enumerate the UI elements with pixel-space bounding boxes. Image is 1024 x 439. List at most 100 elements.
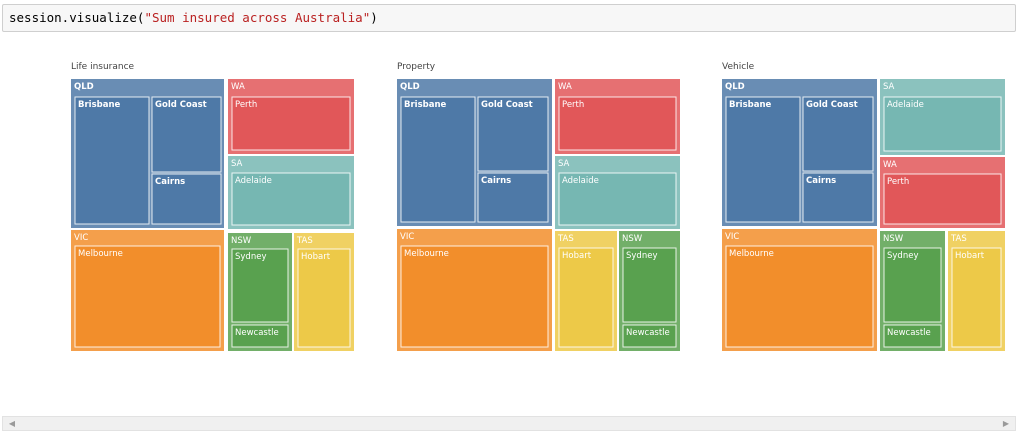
city-cairns[interactable]: Cairns — [151, 173, 222, 225]
code-string-literal: "Sum insured across Australia" — [144, 10, 371, 25]
state-nsw[interactable]: NSW Sydney Newcastle — [228, 233, 292, 351]
city-brisbane[interactable]: Brisbane — [725, 96, 801, 223]
state-label: WA — [558, 82, 572, 92]
city-rect[interactable] — [477, 96, 549, 172]
city-sydney[interactable]: Sydney — [231, 248, 289, 323]
state-vic[interactable]: VIC Melbourne — [722, 229, 877, 351]
city-label: Hobart — [301, 252, 331, 262]
city-rect[interactable] — [558, 247, 614, 348]
state-label: TAS — [950, 234, 967, 244]
state-qld[interactable]: QLD Brisbane Gold Coast Cairns — [71, 79, 224, 228]
city-hobart[interactable]: Hobart — [558, 247, 614, 348]
city-rect[interactable] — [231, 172, 351, 226]
city-rect[interactable] — [883, 173, 1002, 225]
state-qld[interactable]: QLD Brisbane Gold Coast Cairns — [397, 79, 552, 226]
city-rect[interactable] — [802, 172, 874, 223]
city-rect[interactable] — [558, 96, 677, 151]
state-nsw[interactable]: NSW Sydney Newcastle — [619, 231, 680, 351]
city-rect[interactable] — [951, 247, 1002, 348]
chart-title: Life insurance — [71, 62, 135, 72]
state-vic[interactable]: VIC Melbourne — [71, 230, 224, 351]
city-perth[interactable]: Perth — [883, 173, 1002, 225]
city-rect[interactable] — [400, 96, 476, 223]
city-label: Newcastle — [626, 328, 670, 338]
state-label: WA — [883, 160, 897, 170]
city-melbourne[interactable]: Melbourne — [400, 245, 549, 348]
city-rect[interactable] — [231, 96, 351, 151]
state-wa[interactable]: WA Perth — [555, 79, 680, 154]
city-label: Perth — [562, 100, 584, 110]
city-rect[interactable] — [622, 324, 677, 348]
city-label: Sydney — [235, 252, 266, 262]
city-brisbane[interactable]: Brisbane — [400, 96, 476, 223]
city-label: Gold Coast — [806, 100, 858, 110]
city-rect[interactable] — [883, 247, 942, 323]
city-rect[interactable] — [74, 245, 221, 348]
city-melbourne[interactable]: Melbourne — [74, 245, 221, 348]
city-rect[interactable] — [231, 324, 289, 348]
state-vic[interactable]: VIC Melbourne — [397, 229, 552, 351]
city-newcastle[interactable]: Newcastle — [883, 324, 942, 348]
city-rect[interactable] — [477, 172, 549, 223]
city-gold-coast[interactable]: Gold Coast — [477, 96, 549, 172]
city-rect[interactable] — [231, 248, 289, 323]
state-label: WA — [231, 82, 245, 92]
state-tas[interactable]: TAS Hobart — [555, 231, 617, 351]
horizontal-scrollbar[interactable]: ◀ ▶ — [2, 416, 1016, 431]
state-sa[interactable]: SA Adelaide — [555, 156, 680, 229]
city-rect[interactable] — [74, 96, 150, 225]
city-melbourne[interactable]: Melbourne — [725, 245, 874, 348]
city-label: Newcastle — [235, 328, 279, 338]
city-cairns[interactable]: Cairns — [802, 172, 874, 223]
state-tas[interactable]: TAS Hobart — [948, 231, 1005, 351]
state-label: NSW — [622, 234, 643, 244]
state-tas[interactable]: TAS Hobart — [294, 233, 354, 351]
city-label: Melbourne — [78, 249, 123, 259]
city-gold-coast[interactable]: Gold Coast — [151, 96, 222, 173]
state-qld[interactable]: QLD Brisbane Gold Coast Cairns — [722, 79, 877, 226]
city-rect[interactable] — [151, 96, 222, 173]
code-cell[interactable]: session.visualize("Sum insured across Au… — [2, 4, 1016, 32]
scroll-left-icon[interactable]: ◀ — [8, 419, 16, 428]
state-wa[interactable]: WA Perth — [880, 157, 1005, 228]
city-sydney[interactable]: Sydney — [622, 247, 677, 323]
city-rect[interactable] — [151, 173, 222, 225]
city-label: Hobart — [562, 251, 592, 261]
state-nsw[interactable]: NSW Sydney Newcastle — [880, 231, 945, 351]
city-perth[interactable]: Perth — [558, 96, 677, 151]
state-wa[interactable]: WA Perth — [228, 79, 354, 154]
city-adelaide[interactable]: Adelaide — [231, 172, 351, 226]
state-label: SA — [558, 159, 570, 169]
city-perth[interactable]: Perth — [231, 96, 351, 151]
city-rect[interactable] — [883, 96, 1002, 152]
city-rect[interactable] — [297, 248, 351, 348]
city-rect[interactable] — [725, 245, 874, 348]
city-rect[interactable] — [725, 96, 801, 223]
city-sydney[interactable]: Sydney — [883, 247, 942, 323]
city-cairns[interactable]: Cairns — [477, 172, 549, 223]
city-rect[interactable] — [622, 247, 677, 323]
city-hobart[interactable]: Hobart — [297, 248, 351, 348]
city-rect[interactable] — [400, 245, 549, 348]
city-label: Brisbane — [404, 100, 447, 110]
state-sa[interactable]: SA Adelaide — [228, 156, 354, 229]
state-label: VIC — [74, 233, 88, 243]
city-rect[interactable] — [883, 324, 942, 348]
city-hobart[interactable]: Hobart — [951, 247, 1002, 348]
city-adelaide[interactable]: Adelaide — [558, 172, 677, 226]
state-label: SA — [231, 159, 243, 169]
scroll-right-icon[interactable]: ▶ — [1002, 419, 1010, 428]
city-label: Melbourne — [404, 249, 449, 259]
city-newcastle[interactable]: Newcastle — [622, 324, 677, 348]
city-rect[interactable] — [802, 96, 874, 172]
city-newcastle[interactable]: Newcastle — [231, 324, 289, 348]
code-call: session.visualize( — [9, 10, 145, 25]
city-label: Gold Coast — [481, 100, 533, 110]
city-gold-coast[interactable]: Gold Coast — [802, 96, 874, 172]
state-sa[interactable]: SA Adelaide — [880, 79, 1005, 155]
city-label: Newcastle — [887, 328, 931, 338]
city-brisbane[interactable]: Brisbane — [74, 96, 150, 225]
city-adelaide[interactable]: Adelaide — [883, 96, 1002, 152]
treemap-property: Property QLD Brisbane Gold Coast Cairns WA Pe… — [397, 62, 697, 362]
city-rect[interactable] — [558, 172, 677, 226]
